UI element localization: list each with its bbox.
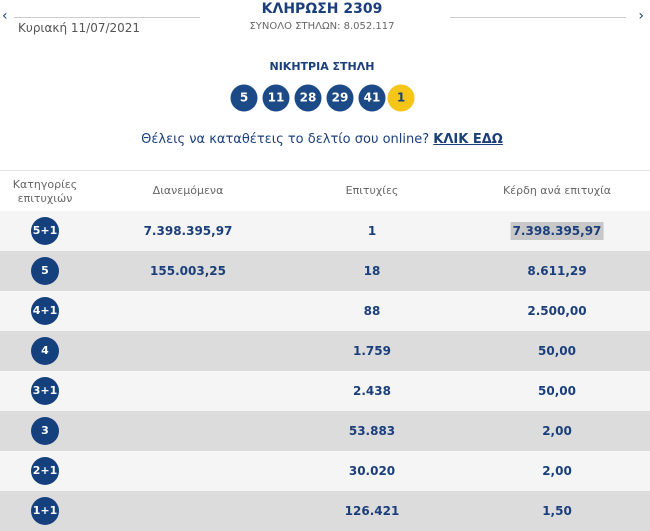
table-row: 3 53.883 2,00 [0,411,650,451]
distributed-cell: 7.398.395,97 [143,224,233,238]
promo: Θέλεις να καταθέτεις το δελτίο σου onlin… [141,132,503,147]
winning-label: ΝΙΚΗΤΡΙΑ ΣΤΗΛΗ [269,60,375,73]
prize-cell: 2,00 [542,464,572,478]
category-badge: 4+1 [31,297,59,325]
header-cell: Κέρδη ανά επιτυχία [502,184,612,197]
draw-subtitle: ΣΥΝΟΛΟ ΣΤΗΛΩΝ: 8.052.117 [249,21,395,32]
prize-cell: 8.611,29 [527,264,587,278]
ball: 5 [230,84,258,112]
ball: 28 [294,84,322,112]
winners-cell: 2.438 [353,384,391,398]
divider [450,17,626,18]
table-row: 1+1 126.421 1,50 [0,491,650,531]
winners-cell: 18 [363,264,381,278]
header-cell: Επιτυχίες [345,184,399,197]
table-row: 4+1 88 2.500,00 [0,291,650,331]
divider [14,17,200,18]
table-row: 5 155.003,25 18 8.611,29 [0,251,650,291]
promo-link[interactable]: ΚΛΙΚ ΕΔΩ [433,132,503,147]
ball: 29 [326,84,354,112]
prize-cell: 2,00 [542,424,572,438]
prize-cell: 7.398.395,97 [510,222,604,240]
header-cell: Διανεμόμενα [152,184,224,197]
draw-date: Κυριακή 11/07/2021 [18,21,141,35]
distributed-cell: 155.003,25 [150,264,226,278]
category-badge: 5 [31,257,59,285]
winners-cell: 1.759 [353,344,391,358]
table-row: 2+1 30.020 2,00 [0,451,650,491]
joker-ball: 1 [387,84,415,112]
winners-cell: 88 [363,304,381,318]
ball: 41 [358,84,386,112]
table-header: Κατηγορίες επιτυχιών Διανεμόμενα Επιτυχί… [0,170,650,212]
category-badge: 3 [31,417,59,445]
category-badge: 5+1 [31,217,59,245]
table-row: 5+1 7.398.395,97 1 7.398.395,97 [0,211,650,251]
next-arrow[interactable]: › [638,8,644,24]
prev-arrow[interactable]: ‹ [2,8,8,24]
prize-cell: 50,00 [538,344,576,358]
prize-cell: 50,00 [538,384,576,398]
winners-cell: 53.883 [348,424,396,438]
draw-title: ΚΛΗΡΩΣΗ 2309 [261,1,383,17]
table-row: 3+1 2.438 50,00 [0,371,650,411]
prize-cell: 2.500,00 [527,304,587,318]
prize-cell: 1,50 [542,504,572,518]
promo-text: Θέλεις να καταθέτεις το δελτίο σου onlin… [141,132,430,147]
category-badge: 2+1 [31,457,59,485]
category-badge: 4 [31,337,59,365]
category-badge: 1+1 [31,497,59,525]
category-badge: 3+1 [31,377,59,405]
table-row: 4 1.759 50,00 [0,331,650,371]
winners-cell: 30.020 [348,464,396,478]
winners-cell: 126.421 [344,504,400,518]
winners-cell: 1 [367,224,377,238]
header-cell: Κατηγορίες επιτυχιών [12,178,78,205]
ball: 11 [262,84,290,112]
